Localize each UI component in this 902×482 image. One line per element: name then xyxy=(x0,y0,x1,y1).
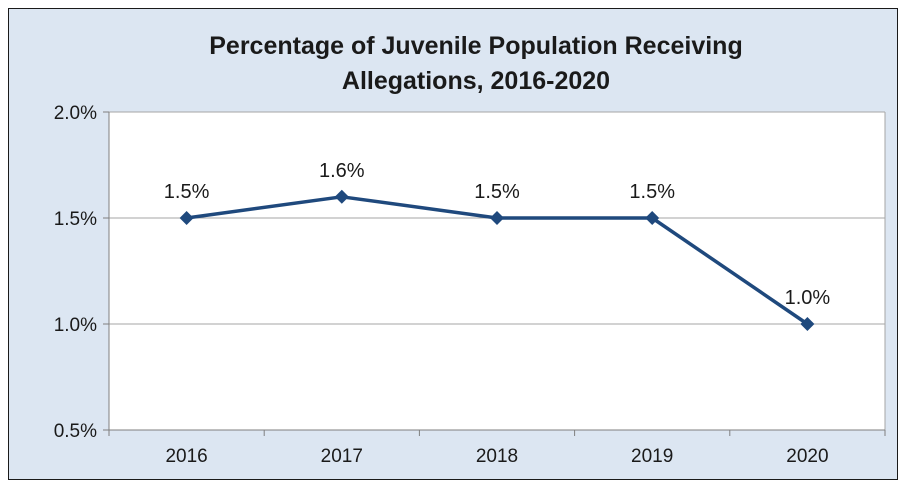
data-point-marker xyxy=(490,211,504,225)
data-point-marker xyxy=(645,211,660,225)
axes xyxy=(103,111,886,436)
data-label: 1.6% xyxy=(319,160,365,182)
y-tick-label: 1.0% xyxy=(54,315,97,336)
y-tick-label: 2.0% xyxy=(54,103,97,124)
chart-title-line-1: Percentage of Juvenile Population Receiv… xyxy=(209,32,742,60)
x-tick-label: 2016 xyxy=(165,446,207,467)
x-tick-labels: 2016 2017 2018 2019 2020 xyxy=(165,446,828,467)
plot-area xyxy=(109,112,885,430)
data-label: 1.5% xyxy=(474,181,520,203)
line-chart: Percentage of Juvenile Population Receiv… xyxy=(54,32,886,467)
y-tick-labels: 0.5% 1.0% 1.5% 2.0% xyxy=(54,103,97,442)
chart-frame: Percentage of Juvenile Population Receiv… xyxy=(8,8,898,480)
data-point-marker xyxy=(179,211,194,225)
series-layer xyxy=(179,189,815,331)
data-label: 1.0% xyxy=(785,287,831,309)
y-tick-label: 1.5% xyxy=(54,209,97,230)
chart-title-line-2: Allegations, 2016-2020 xyxy=(342,67,610,95)
x-tick-label: 2017 xyxy=(321,446,363,467)
y-tick-label: 0.5% xyxy=(54,421,97,442)
data-point-marker xyxy=(334,189,349,204)
x-tick-label: 2019 xyxy=(631,446,673,467)
data-point-marker xyxy=(800,317,815,331)
x-tick-label: 2018 xyxy=(476,446,518,467)
x-tick-label: 2020 xyxy=(786,446,828,467)
data-label: 1.5% xyxy=(164,181,210,203)
data-labels: 1.5% 1.6% 1.5% 1.5% 1.0% xyxy=(164,160,831,309)
data-label: 1.5% xyxy=(629,181,675,203)
